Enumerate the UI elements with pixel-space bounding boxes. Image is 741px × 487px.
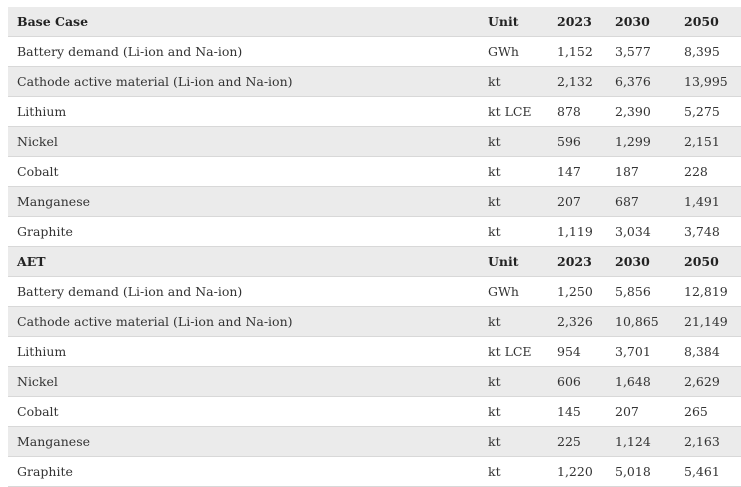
value-cell: 3,701 (606, 336, 675, 367)
unit-cell: kt (479, 126, 548, 157)
value-cell: 207 (548, 186, 606, 217)
unit-cell: kt (479, 366, 548, 397)
value-cell: 5,461 (675, 456, 741, 487)
value-cell: 5,275 (675, 96, 741, 127)
row-label: Lithium (8, 336, 479, 367)
value-cell: 2,390 (606, 96, 675, 127)
value-cell: 187 (606, 156, 675, 187)
value-cell: 8,384 (675, 336, 741, 367)
value-cell: 2,163 (675, 426, 741, 457)
value-cell: 207 (606, 396, 675, 427)
row-label: Nickel (8, 126, 479, 157)
value-cell: 5,856 (606, 276, 675, 307)
table-row: Nickel kt 596 1,299 2,151 (8, 126, 741, 157)
value-cell: 2,151 (675, 126, 741, 157)
value-cell: 147 (548, 156, 606, 187)
row-label: Lithium (8, 96, 479, 127)
unit-cell: GWh (479, 276, 548, 307)
table-row: Graphite kt 1,119 3,034 3,748 (8, 216, 741, 247)
row-label: Battery demand (Li-ion and Na-ion) (8, 36, 479, 67)
value-cell: 878 (548, 96, 606, 127)
value-cell: 6,376 (606, 66, 675, 97)
table-row: Cathode active material (Li-ion and Na-i… (8, 306, 741, 337)
table-row: Battery demand (Li-ion and Na-ion) GWh 1,2… (8, 276, 741, 307)
column-header: 2030 (606, 7, 675, 37)
row-label: Cobalt (8, 396, 479, 427)
value-cell: 2,629 (675, 366, 741, 397)
table-row: Battery demand (Li-ion and Na-ion) GWh 1,1… (8, 36, 741, 67)
value-cell: 2,326 (548, 306, 606, 337)
value-cell: 265 (675, 396, 741, 427)
table-row: Manganese kt 225 1,124 2,163 (8, 426, 741, 457)
unit-cell: kt (479, 156, 548, 187)
row-label: Manganese (8, 186, 479, 217)
unit-cell: kt (479, 216, 548, 247)
value-cell: 145 (548, 396, 606, 427)
row-label: Cathode active material (Li-ion and Na-i… (8, 66, 479, 97)
value-cell: 13,995 (675, 66, 741, 97)
value-cell: 954 (548, 336, 606, 367)
column-header: Unit (479, 7, 548, 37)
value-cell: 1,220 (548, 456, 606, 487)
value-cell: 225 (548, 426, 606, 457)
value-cell: 1,119 (548, 216, 606, 247)
unit-cell: GWh (479, 36, 548, 67)
data-table: Base Case Unit 2023 2030 2050 Battery demand … (8, 7, 741, 487)
value-cell: 1,124 (606, 426, 675, 457)
column-header: 2050 (675, 7, 741, 37)
table-row: Manganese kt 207 687 1,491 (8, 186, 741, 217)
value-cell: 606 (548, 366, 606, 397)
unit-cell: kt (479, 426, 548, 457)
column-header: 2030 (606, 246, 675, 277)
value-cell: 228 (675, 156, 741, 187)
unit-cell: kt (479, 186, 548, 217)
unit-cell: kt (479, 66, 548, 97)
value-cell: 3,748 (675, 216, 741, 247)
column-header: 2023 (548, 7, 606, 37)
value-cell: 1,152 (548, 36, 606, 67)
row-label: Graphite (8, 216, 479, 247)
value-cell: 10,865 (606, 306, 675, 337)
table-row: Lithium kt LCE 878 2,390 5,275 (8, 96, 741, 127)
row-label: Nickel (8, 366, 479, 397)
column-header: Unit (479, 246, 548, 277)
unit-cell: kt LCE (479, 96, 548, 127)
row-label: Battery demand (Li-ion and Na-ion) (8, 276, 479, 307)
value-cell: 687 (606, 186, 675, 217)
value-cell: 596 (548, 126, 606, 157)
row-label: Cobalt (8, 156, 479, 187)
value-cell: 1,299 (606, 126, 675, 157)
unit-cell: kt (479, 456, 548, 487)
table-row: Cobalt kt 145 207 265 (8, 396, 741, 427)
table-row: Cobalt kt 147 187 228 (8, 156, 741, 187)
value-cell: 1,491 (675, 186, 741, 217)
section-header-row: AET Unit 2023 2030 2050 (8, 246, 741, 277)
section-title: AET (8, 246, 479, 277)
table-row: Lithium kt LCE 954 3,701 8,384 (8, 336, 741, 367)
section-title: Base Case (8, 7, 479, 37)
row-label: Cathode active material (Li-ion and Na-i… (8, 306, 479, 337)
value-cell: 1,250 (548, 276, 606, 307)
value-cell: 8,395 (675, 36, 741, 67)
value-cell: 2,132 (548, 66, 606, 97)
row-label: Manganese (8, 426, 479, 457)
column-header: 2050 (675, 246, 741, 277)
unit-cell: kt (479, 306, 548, 337)
value-cell: 3,034 (606, 216, 675, 247)
unit-cell: kt (479, 396, 548, 427)
value-cell: 12,819 (675, 276, 741, 307)
table-row: Nickel kt 606 1,648 2,629 (8, 366, 741, 397)
unit-cell: kt LCE (479, 336, 548, 367)
section-header-row: Base Case Unit 2023 2030 2050 (8, 7, 741, 37)
value-cell: 1,648 (606, 366, 675, 397)
table-row: Graphite kt 1,220 5,018 5,461 (8, 456, 741, 487)
table-row: Cathode active material (Li-ion and Na-i… (8, 66, 741, 97)
column-header: 2023 (548, 246, 606, 277)
row-label: Graphite (8, 456, 479, 487)
value-cell: 5,018 (606, 456, 675, 487)
value-cell: 21,149 (675, 306, 741, 337)
value-cell: 3,577 (606, 36, 675, 67)
